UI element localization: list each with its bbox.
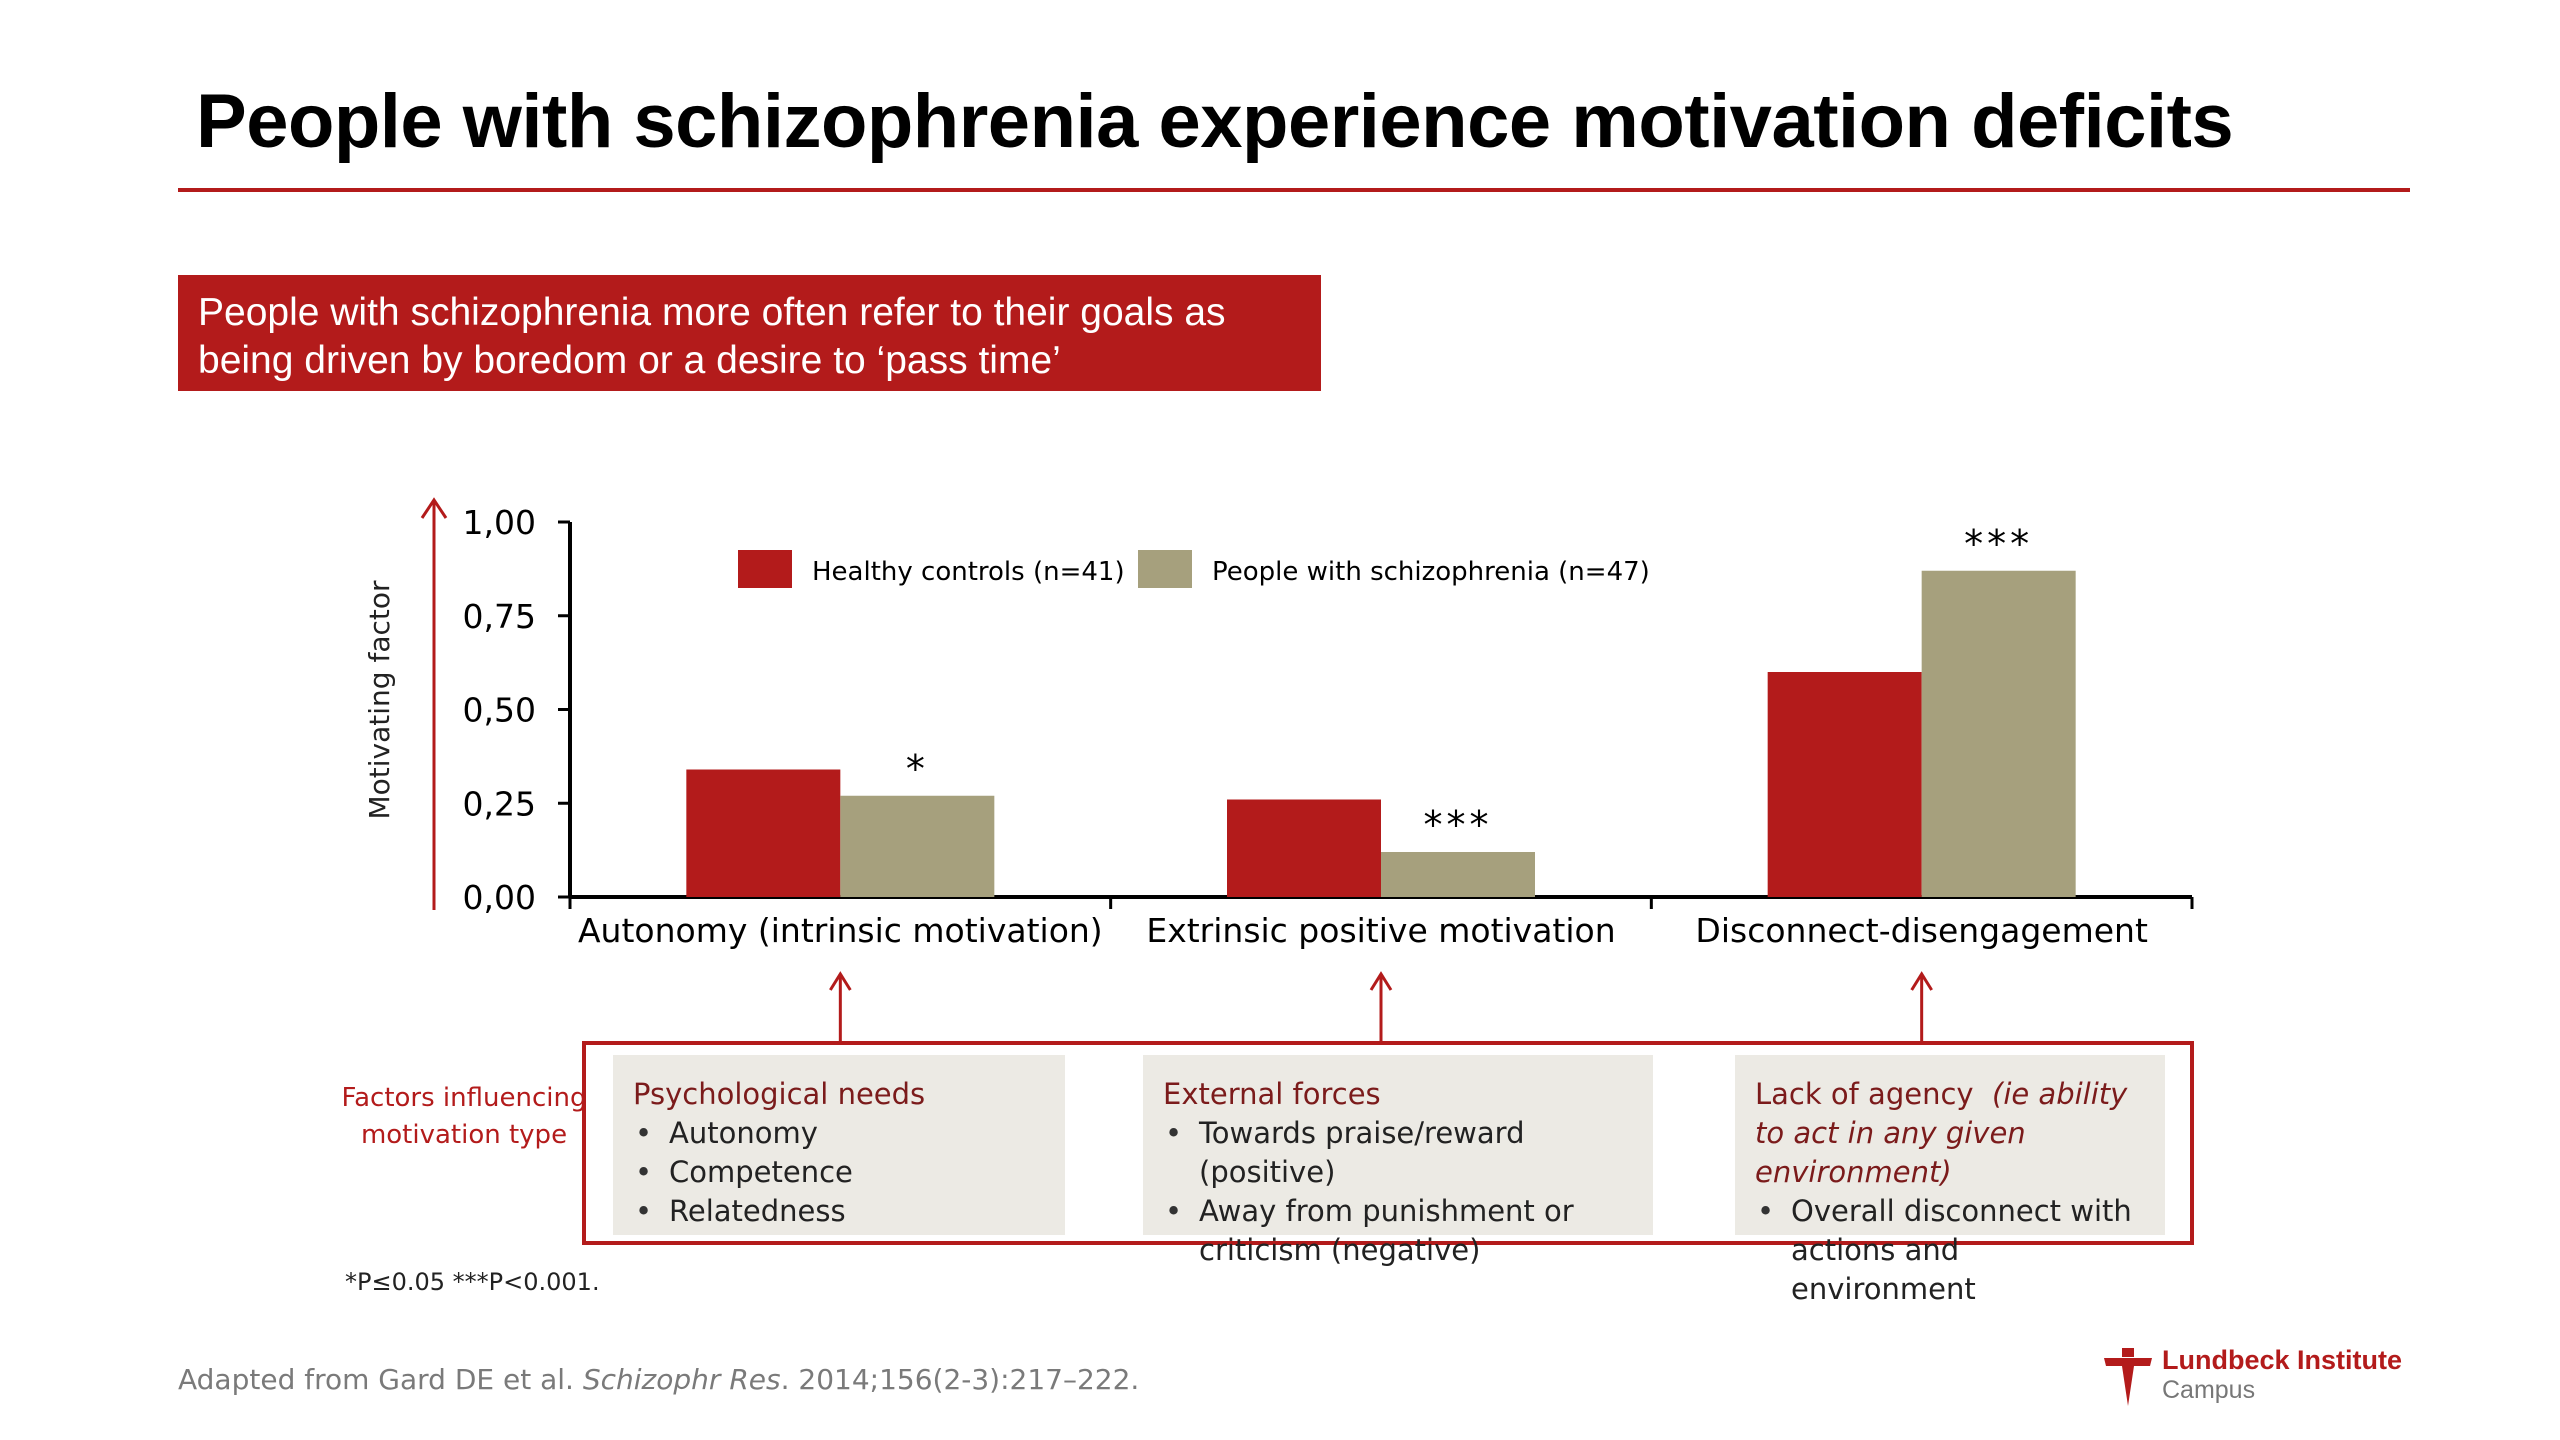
- citation-prefix: Adapted from Gard DE et al.: [178, 1363, 583, 1396]
- factor-list: Towards praise/reward (positive) Away fr…: [1163, 1114, 1633, 1270]
- factor-heading: External forces: [1163, 1077, 1381, 1111]
- bar: [686, 769, 841, 897]
- significance-note: *P≤0.05 ***P<0.001.: [345, 1268, 600, 1296]
- legend-swatch: [1138, 550, 1192, 588]
- factor-arrows: [829, 971, 1933, 1043]
- logo-text-primary: Lundbeck Institute: [2162, 1345, 2403, 1375]
- legend-swatch: [738, 550, 792, 588]
- factors-label-line-1: Factors influencing: [341, 1083, 587, 1113]
- factor-arrow-head: [829, 971, 852, 991]
- factor-heading-row: Lack of agency (ie ability to act in any…: [1755, 1075, 2145, 1192]
- factor-item: Autonomy: [633, 1114, 1045, 1153]
- x-tick-label: Autonomy (intrinsic motivation): [578, 911, 1103, 950]
- significance-marker: ***: [1964, 522, 2033, 566]
- factor-item: Overall disconnect with actions and envi…: [1755, 1192, 2145, 1309]
- citation: Adapted from Gard DE et al. Schizophr Re…: [178, 1363, 1139, 1396]
- y-axis-arrow-head: [420, 497, 448, 519]
- y-tick-label: 0,75: [463, 597, 536, 636]
- factor-list: Autonomy Competence Relatedness: [633, 1114, 1045, 1231]
- slide-title: People with schizophrenia experience mot…: [196, 79, 2234, 164]
- y-tick-label: 0,25: [463, 784, 536, 823]
- logo-text-secondary: Campus: [2162, 1376, 2256, 1404]
- factor-heading: Lack of agency: [1755, 1077, 1974, 1111]
- bar: [1767, 672, 1922, 897]
- factors-label-line-2: motivation type: [360, 1120, 568, 1150]
- y-tick-label: 0,00: [463, 878, 536, 917]
- factor-item: Towards praise/reward (positive): [1163, 1114, 1633, 1192]
- factor-arrow-head: [1369, 971, 1393, 991]
- lundbeck-logo-icon: [2104, 1348, 2152, 1406]
- legend-label: Healthy controls (n=41): [812, 557, 1125, 587]
- bar: [840, 795, 995, 897]
- significance-marker: *: [906, 747, 929, 791]
- factor-item: Competence: [633, 1153, 1045, 1192]
- factor-panel-lack-of-agency: Lack of agency (ie ability to act in any…: [1735, 1055, 2165, 1306]
- factor-item: Relatedness: [633, 1192, 1045, 1231]
- bar: [1381, 852, 1535, 897]
- factor-panel-psychological-needs: Psychological needs Autonomy Competence …: [613, 1055, 1065, 1235]
- factor-heading: Psychological needs: [633, 1077, 926, 1111]
- bar: [1227, 799, 1381, 897]
- factor-item: Away from punishment or criticism (negat…: [1163, 1192, 1633, 1270]
- legend-label: People with schizophrenia (n=47): [1212, 557, 1650, 587]
- callout-line-1: People with schizophrenia more often ref…: [198, 291, 1226, 334]
- callout-line-2: being driven by boredom or a desire to ‘…: [198, 339, 1061, 382]
- key-finding-callout: People with schizophrenia more often ref…: [178, 275, 1321, 391]
- factor-note: (ie ability to act in any given environm…: [1755, 1077, 2128, 1189]
- bar: [1921, 570, 2076, 897]
- title-divider: [178, 188, 2410, 192]
- citation-journal: Schizophr Res: [582, 1363, 781, 1396]
- factors-label: Factors influencing motivation type: [340, 1080, 588, 1154]
- y-axis-label: Motivating factor: [363, 580, 396, 819]
- y-tick-label: 1,00: [463, 503, 536, 542]
- x-tick-label: Disconnect-disengagement: [1695, 911, 2148, 950]
- significance-marker: ***: [1424, 803, 1493, 847]
- citation-suffix: . 2014;156(2-3):217–222.: [780, 1363, 1140, 1396]
- factor-panel-external-forces: External forces Towards praise/reward (p…: [1143, 1055, 1653, 1267]
- factor-arrow-head: [1910, 971, 1933, 991]
- x-tick-label: Extrinsic positive motivation: [1146, 911, 1615, 950]
- y-tick-label: 0,50: [463, 691, 536, 730]
- factor-list: Overall disconnect with actions and envi…: [1755, 1192, 2145, 1309]
